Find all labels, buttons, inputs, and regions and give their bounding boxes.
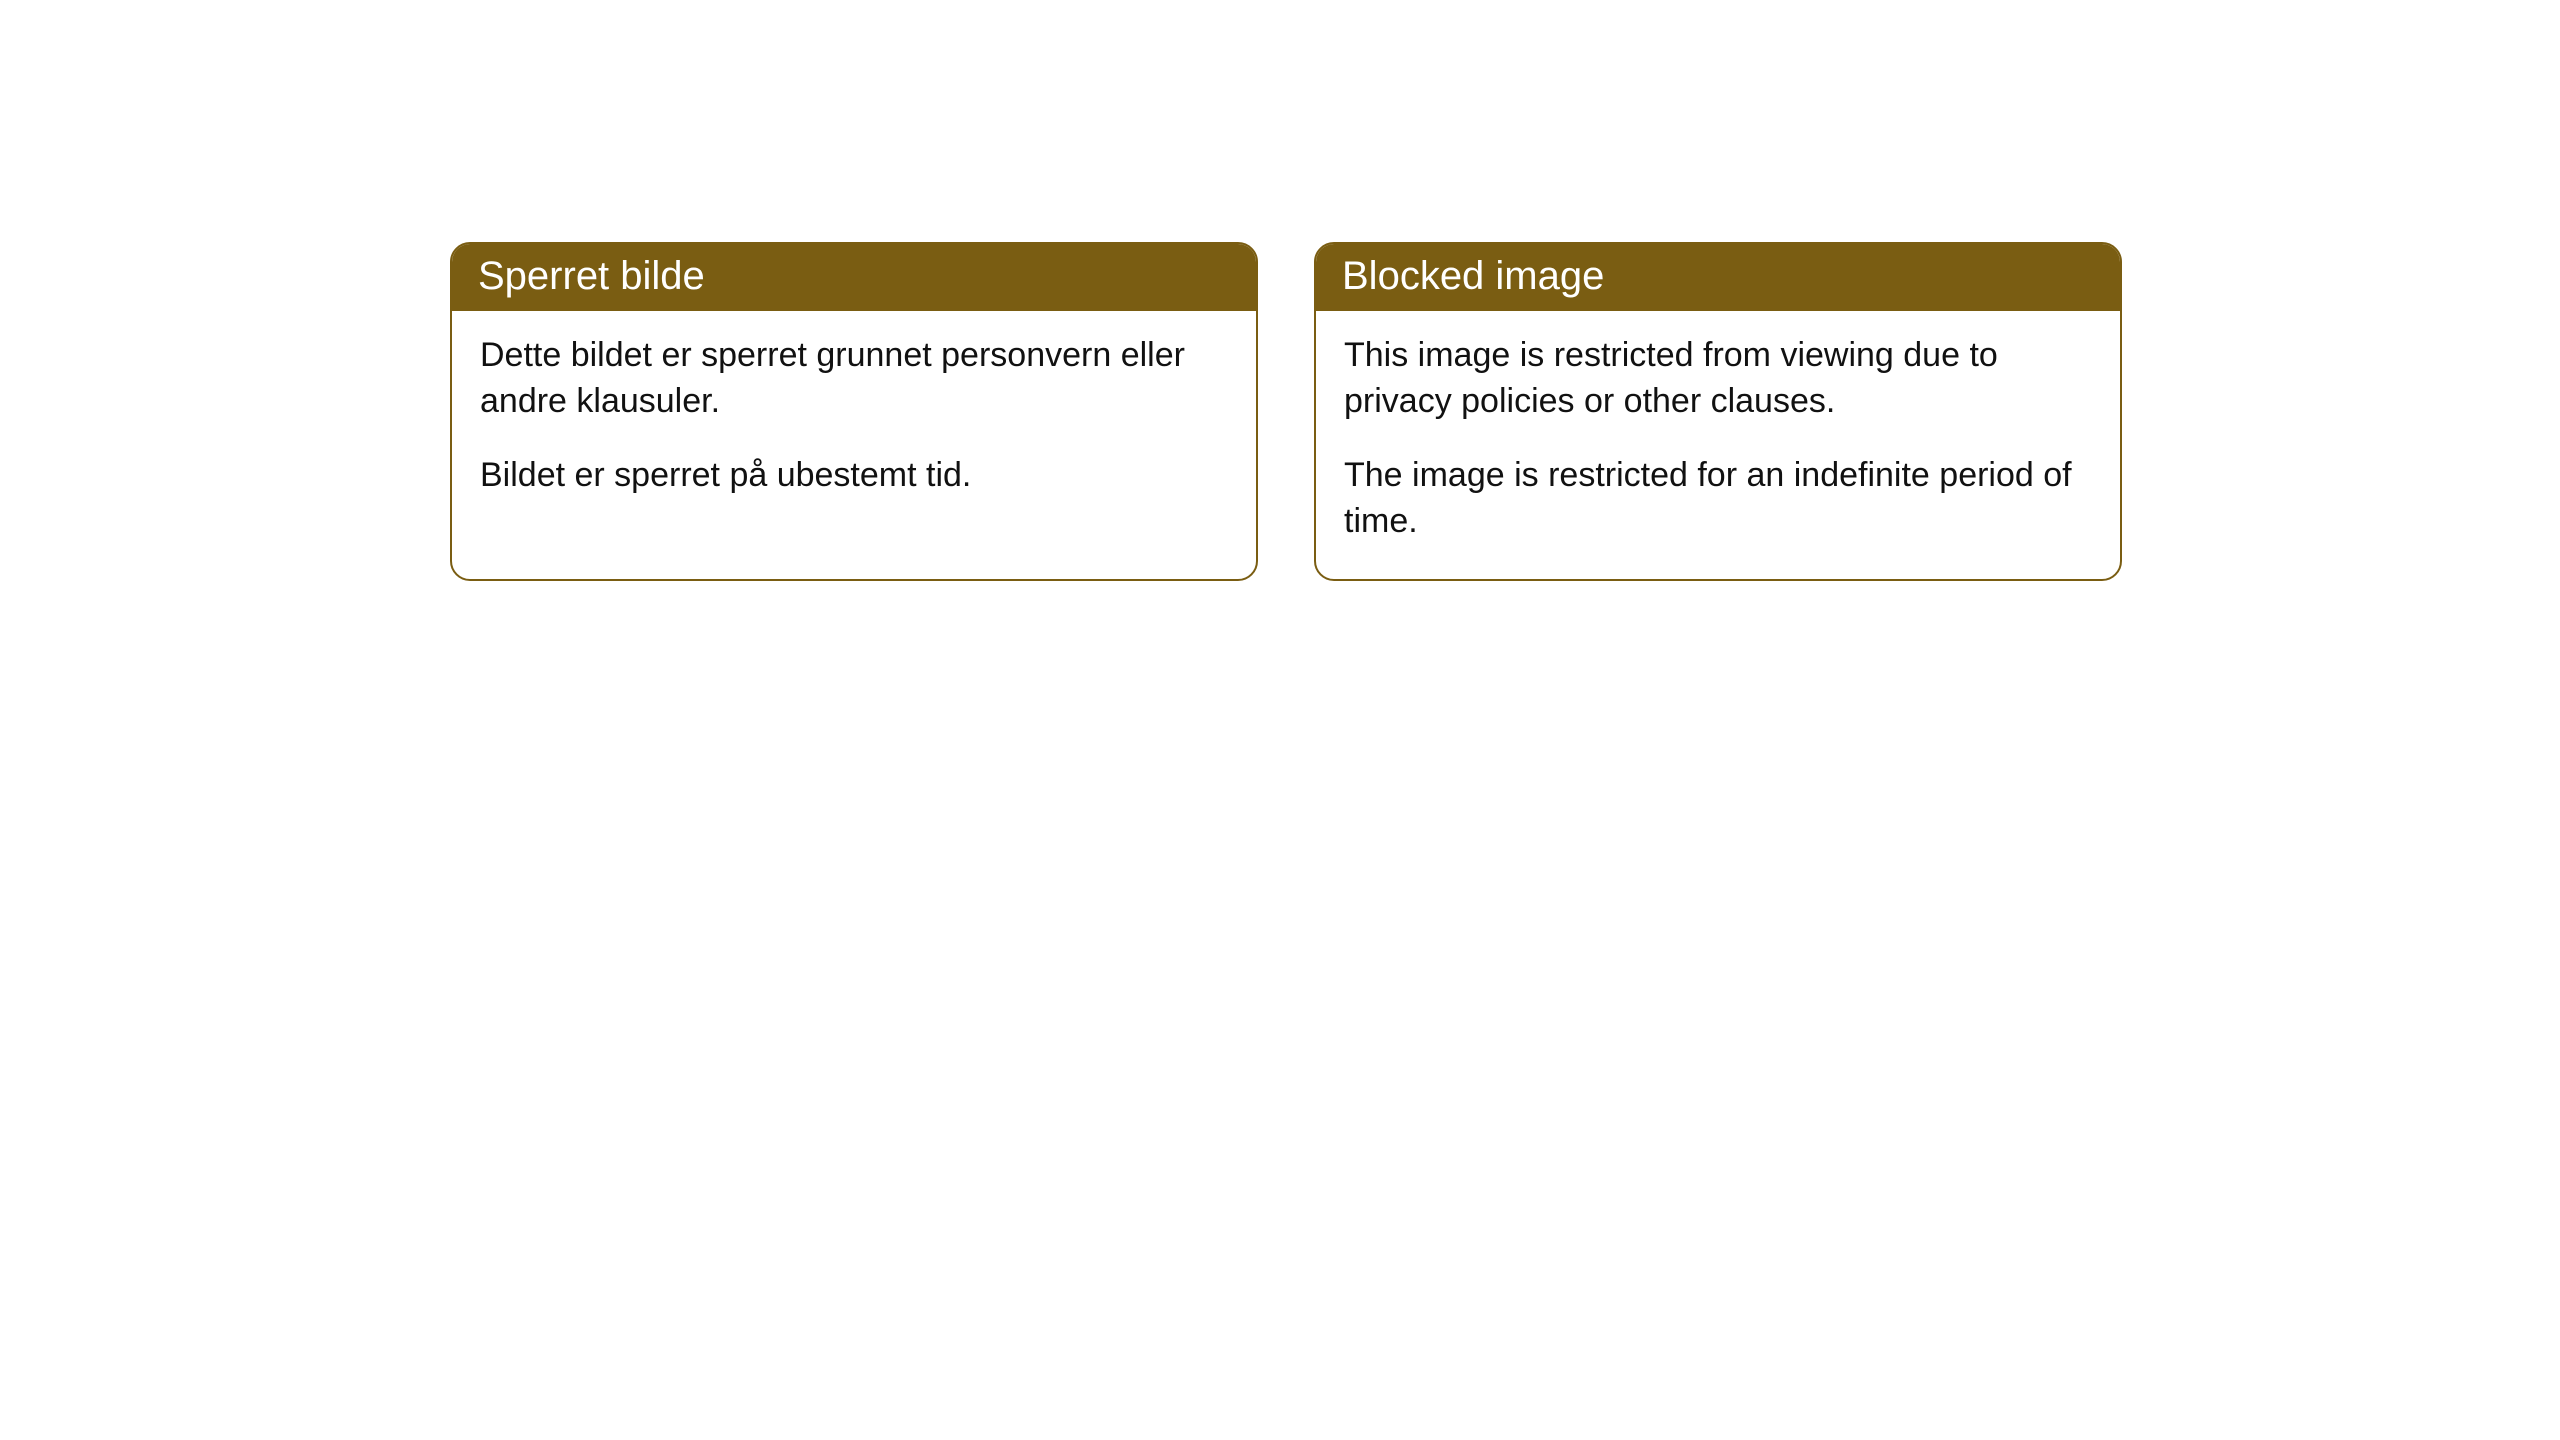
card-text-norwegian-1: Dette bildet er sperret grunnet personve… [480,333,1228,425]
blocked-image-card-english: Blocked image This image is restricted f… [1314,242,2122,581]
card-title-english: Blocked image [1342,254,1604,298]
blocked-image-card-norwegian: Sperret bilde Dette bildet er sperret gr… [450,242,1258,581]
card-title-norwegian: Sperret bilde [478,254,705,298]
cards-container: Sperret bilde Dette bildet er sperret gr… [0,0,2560,581]
card-text-norwegian-2: Bildet er sperret på ubestemt tid. [480,453,1228,499]
card-text-english-1: This image is restricted from viewing du… [1344,333,2092,425]
card-header-english: Blocked image [1316,244,2120,311]
card-text-english-2: The image is restricted for an indefinit… [1344,453,2092,545]
card-body-norwegian: Dette bildet er sperret grunnet personve… [452,311,1256,533]
card-header-norwegian: Sperret bilde [452,244,1256,311]
card-body-english: This image is restricted from viewing du… [1316,311,2120,579]
